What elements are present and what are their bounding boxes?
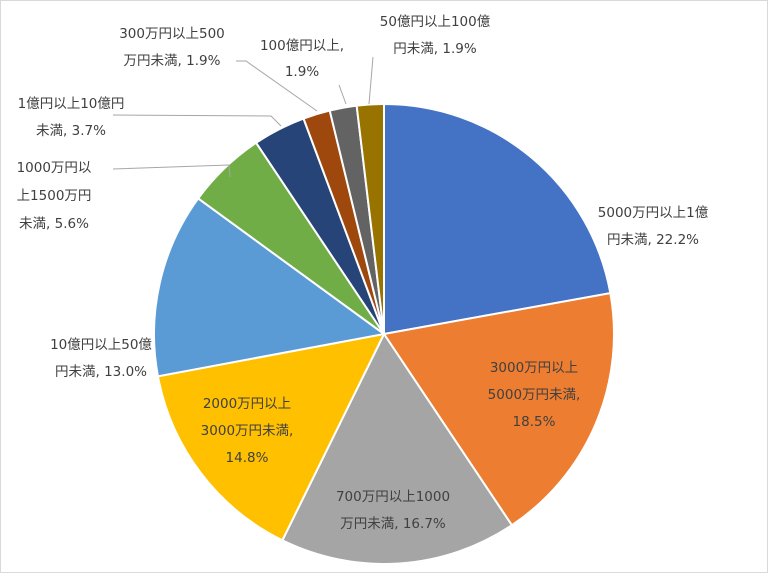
leader-line xyxy=(368,56,374,105)
data-label: 700万円以上1000 万円未満, 16.7% xyxy=(336,489,450,532)
pie-slice xyxy=(156,332,386,542)
data-label: 3000万円以上 5000万円未満, 18.5% xyxy=(488,360,581,430)
data-label: 2000万円以上 3000万円未満, 14.8% xyxy=(201,396,294,466)
data-label: 5000万円以上1億円未満, 22.2% xyxy=(598,205,709,248)
pie-slice xyxy=(355,102,385,335)
data-label: 100億円以上, 1.9% xyxy=(260,38,344,80)
pie-slice xyxy=(382,291,615,527)
data-label: 1000万円以上1500万円未満, 5.6% xyxy=(17,160,92,232)
pie-slice xyxy=(281,332,514,565)
pie-slice xyxy=(383,102,612,336)
pie-slice xyxy=(153,197,387,378)
data-label: 10億円以上50億円未満, 13.0% xyxy=(50,337,152,380)
leader-line xyxy=(112,114,282,127)
leader-line xyxy=(236,60,318,112)
data-label: 300万円以上500 万円未満, 1.9% xyxy=(119,26,225,69)
leader-line xyxy=(112,164,231,178)
data-label: 50億円以上100億円未満, 1.9% xyxy=(380,14,491,57)
leader-line xyxy=(338,84,347,105)
data-label: 1億円以上10億円未満, 3.7% xyxy=(18,96,125,139)
